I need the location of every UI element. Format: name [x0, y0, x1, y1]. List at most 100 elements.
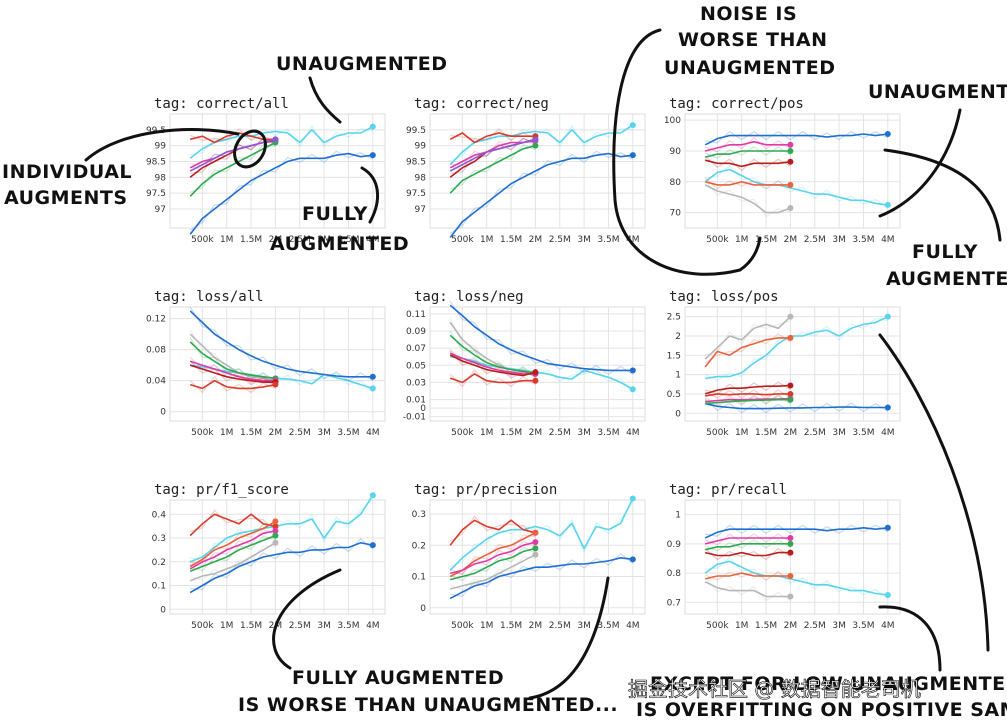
- series-end-point: [629, 556, 636, 563]
- series-line: [189, 360, 276, 382]
- x-tick-label: 3M: [577, 235, 591, 245]
- series-line: [704, 337, 791, 368]
- x-tick-label: 3.5M: [337, 235, 359, 245]
- x-tick-label: 500k: [191, 235, 214, 245]
- series-line: [704, 184, 791, 214]
- y-tick-label: 0.9: [667, 540, 682, 550]
- y-tick-label: 0.12: [146, 315, 166, 325]
- x-tick-label: 4M: [366, 235, 380, 245]
- arrow-fully-left: [360, 166, 380, 224]
- series-end-point: [787, 382, 794, 389]
- x-tick-label: 4M: [626, 428, 640, 438]
- x-tick-label: 2M: [529, 428, 543, 438]
- y-tick-label: 0.05: [406, 361, 426, 371]
- x-tick-label: 2.5M: [804, 621, 826, 631]
- annotation-noise-2: WORSE THAN: [678, 29, 828, 51]
- series-end-point: [787, 181, 794, 188]
- series-end-point: [629, 367, 636, 374]
- x-tick-label: 4M: [626, 235, 640, 245]
- x-tick-label: 2M: [784, 621, 798, 631]
- series-end-point: [369, 123, 376, 130]
- y-tick-label: 0.04: [146, 377, 166, 387]
- annotation-except-1: EXCEPT FOR LOW UNAUGMENTED: [650, 673, 1007, 695]
- plot-frame: [169, 306, 386, 422]
- chart-8: tag: pr/recall 0.7 0.8 0.9 1 500k 1M 1.5M 2M 2.5M…: [667, 482, 901, 631]
- x-tick-label: 2.5M: [549, 428, 571, 438]
- y-tick-label: 0.07: [406, 344, 426, 354]
- series-line: [704, 316, 791, 360]
- series-end-point: [629, 152, 636, 159]
- series-end-point: [787, 313, 794, 320]
- y-tick-label: 98: [415, 173, 427, 183]
- series-end-point: [787, 593, 794, 600]
- series-raw-line: [705, 164, 889, 210]
- annotation-fully-right-2: AUGMENTED: [886, 268, 1007, 290]
- y-tick-label: 0.7: [667, 598, 681, 608]
- x-tick-label: 1M: [480, 428, 494, 438]
- series-end-point: [884, 524, 891, 531]
- x-tick-label: 500k: [191, 428, 214, 438]
- y-tick-label: 0.1: [152, 582, 166, 592]
- x-tick-label: 4M: [366, 428, 380, 438]
- y-tick-label: 0.3: [412, 510, 426, 520]
- y-tick-label: 70: [670, 209, 682, 219]
- y-tick-label: 99.5: [406, 126, 426, 136]
- x-tick-label: 3.5M: [852, 621, 874, 631]
- series-line: [449, 132, 536, 144]
- series-line: [705, 543, 791, 551]
- x-tick-label: 2M: [269, 235, 283, 245]
- series-line: [189, 379, 276, 390]
- y-tick-label: 97: [415, 205, 426, 215]
- series-end-point: [532, 545, 539, 552]
- x-tick-label: 1.5M: [755, 621, 777, 631]
- y-tick-label: 99: [415, 142, 427, 152]
- series-line: [450, 553, 536, 590]
- annotation-bottom-2: IS WORSE THAN UNAUGMENTED...: [238, 694, 618, 716]
- x-tick-label: 1.5M: [240, 235, 262, 245]
- x-tick-label: 4M: [881, 621, 895, 631]
- annotation-noise-1: NOISE IS: [700, 3, 797, 25]
- x-tick-label: 4M: [881, 428, 895, 438]
- x-tick-label: 2.5M: [804, 428, 826, 438]
- x-tick-label: 2.5M: [549, 235, 571, 245]
- chart-title: tag: loss/pos: [669, 289, 779, 305]
- y-tick-label: 90: [670, 147, 682, 157]
- x-tick-label: 3M: [832, 428, 846, 438]
- x-tick-label: 2M: [529, 235, 543, 245]
- y-tick-label: 2: [675, 332, 681, 342]
- plot-frame: [429, 306, 646, 422]
- series-end-point: [884, 592, 891, 598]
- y-tick-label: 98.5: [146, 158, 166, 168]
- x-tick-label: 2M: [269, 428, 283, 438]
- x-tick-label: 4M: [626, 621, 640, 631]
- series-end-point: [884, 201, 891, 208]
- annotation-unaugmented-right: UNAUGMENTED: [868, 81, 1007, 103]
- x-tick-label: 500k: [191, 621, 214, 631]
- y-tick-label: 0.2: [152, 558, 166, 568]
- series-line: [189, 364, 276, 383]
- x-tick-label: 1M: [735, 621, 749, 631]
- x-tick-label: 2M: [784, 428, 798, 438]
- x-tick-label: 3.5M: [337, 428, 359, 438]
- series-line: [704, 133, 888, 146]
- series-line: [189, 125, 374, 159]
- annotation-fully-right-1: FULLY: [912, 241, 978, 263]
- series-line: [189, 152, 373, 235]
- chart-7: tag: pr/precision 0 0.1 0.2 0.3 500k 1M 1.5M 2M 2…: [412, 482, 646, 631]
- annotation-unaugmented-left: UNAUGMENTED: [276, 53, 447, 75]
- series-end-point: [787, 141, 794, 148]
- series-line: [189, 341, 276, 380]
- series-end-point: [369, 373, 376, 380]
- series-line: [189, 333, 276, 382]
- x-tick-label: 1.5M: [500, 428, 522, 438]
- y-tick-label: 98: [155, 173, 167, 183]
- y-tick-label: 100: [664, 116, 681, 126]
- y-tick-label: 0.08: [146, 346, 166, 356]
- series-end-point: [272, 523, 279, 530]
- series-raw-line: [704, 180, 791, 218]
- series-raw-line: [449, 502, 634, 567]
- x-tick-label: 1M: [480, 621, 494, 631]
- series-end-point: [787, 573, 794, 579]
- series-line: [449, 556, 633, 600]
- x-tick-label: 1.5M: [755, 428, 777, 438]
